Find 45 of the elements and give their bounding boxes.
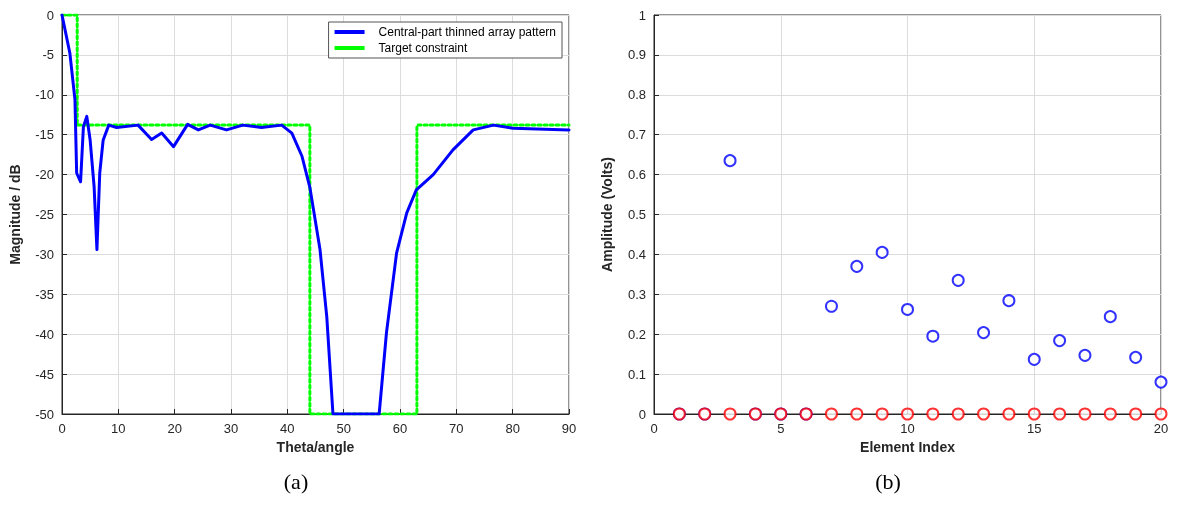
y-tick-label: 0.2 (627, 326, 646, 342)
y-tick-label: -20 (35, 167, 54, 183)
y-tick-label: -10 (35, 87, 54, 103)
y-axis-title: Amplitude (Volts) (599, 157, 615, 272)
y-tick-label: 0.7 (627, 127, 646, 143)
y-tick-label: 0 (46, 7, 54, 23)
x-tick-label: 0 (58, 421, 66, 436)
x-tick-label: 15 (1027, 421, 1042, 436)
y-axis-title: Magnitude / dB (7, 164, 23, 265)
y-tick-label: 0.6 (627, 167, 646, 183)
y-tick-label: 0.9 (627, 47, 646, 63)
y-tick-label: -50 (35, 406, 54, 422)
x-tick-label: 5 (777, 421, 785, 436)
y-tick-label: 0.4 (627, 246, 646, 262)
x-tick-label: 60 (392, 421, 408, 436)
legend-label: Central-part thinned array pattern (378, 25, 557, 39)
x-tick-label: 80 (505, 421, 520, 436)
x-axis-title: Theta/angle (276, 438, 355, 455)
legend-label: Target constraint (378, 41, 468, 55)
x-tick-label: 50 (336, 421, 351, 436)
y-tick-label: -35 (35, 286, 54, 302)
y-tick-label: -30 (35, 246, 54, 262)
text: (a) (283, 468, 309, 494)
y-tick-label: -15 (35, 127, 54, 143)
x-tick-label: 40 (280, 421, 295, 436)
x-tick-label: 10 (111, 421, 126, 436)
x-tick-label: 0 (650, 421, 658, 436)
x-tick-label: 20 (167, 421, 182, 436)
x-tick-label: 30 (223, 421, 239, 436)
x-tick-label: 90 (561, 421, 577, 436)
y-tick-label: 0.1 (627, 366, 646, 382)
y-tick-label: 1 (638, 7, 646, 23)
y-tick-label: -5 (42, 47, 54, 63)
y-tick-label: 0.5 (627, 207, 646, 222)
y-tick-label: 0.8 (627, 87, 646, 103)
y-tick-label: -40 (35, 326, 54, 342)
x-axis-title: Element Index (860, 438, 956, 455)
y-tick-label: -25 (35, 207, 54, 222)
y-tick-label: -45 (35, 366, 54, 382)
x-tick-label: 10 (900, 421, 915, 436)
x-tick-label: 20 (1153, 421, 1169, 436)
y-tick-label: 0.3 (627, 286, 646, 302)
text: (b) (875, 468, 901, 494)
y-tick-label: 0 (638, 406, 646, 422)
x-tick-label: 70 (449, 421, 464, 436)
